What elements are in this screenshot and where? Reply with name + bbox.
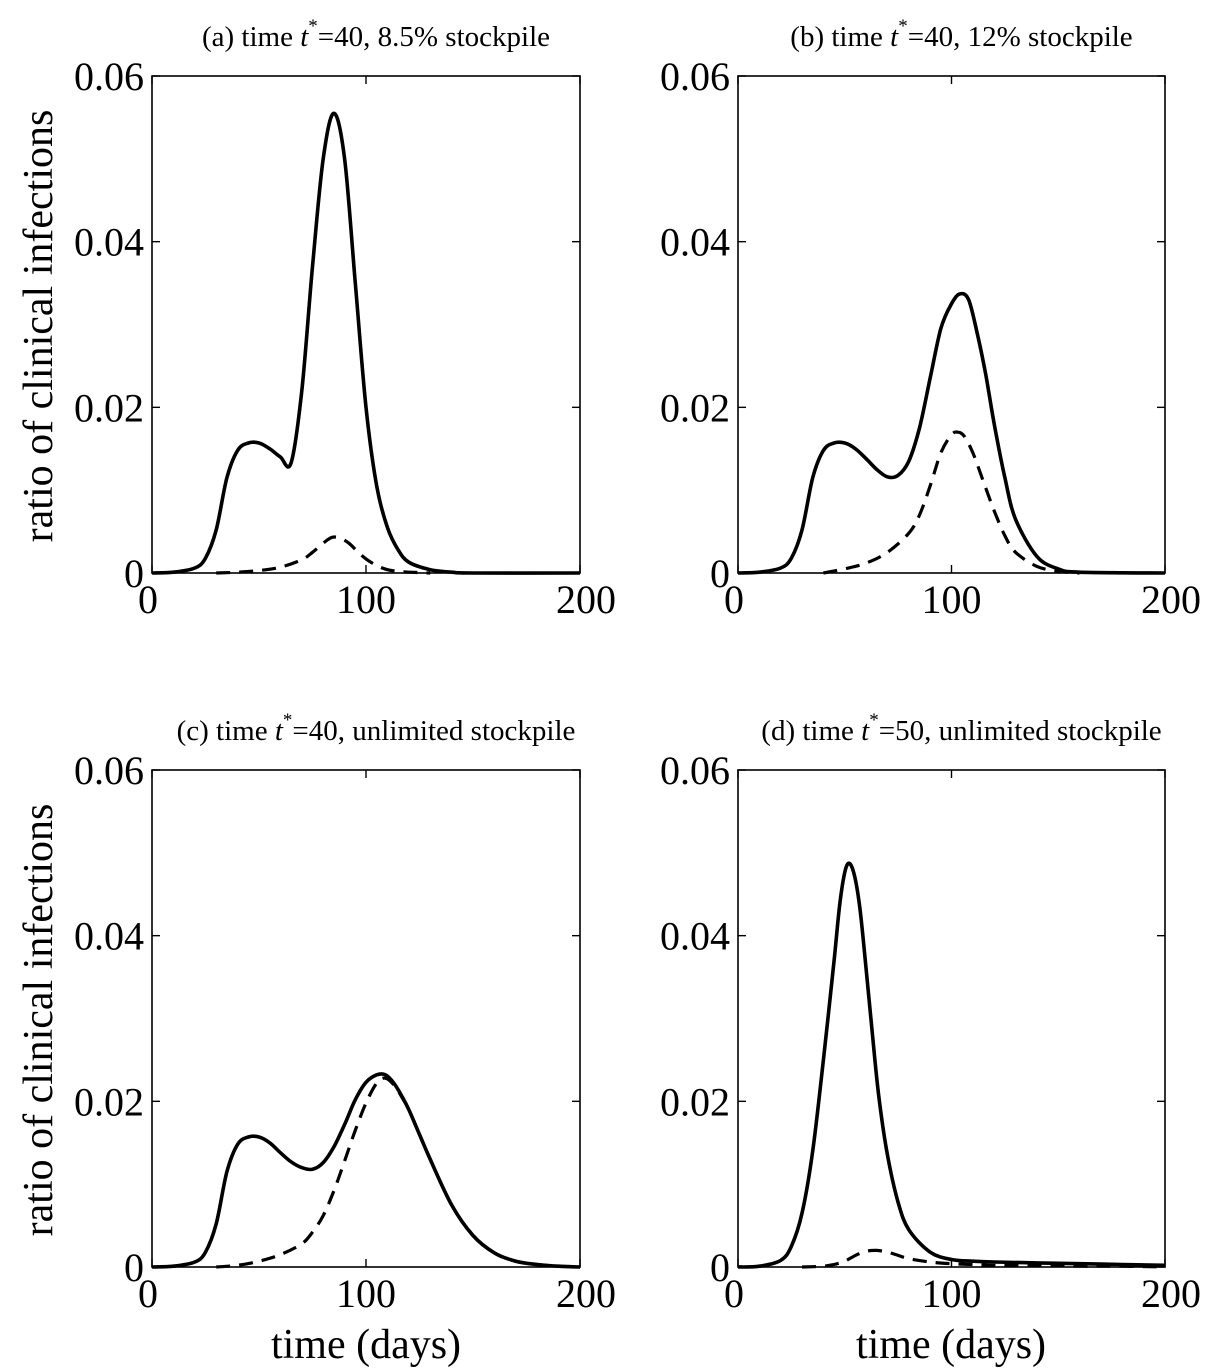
y-tick-label: 0 bbox=[710, 1245, 730, 1290]
panel-title-suffix: =40, 8.5% stockpile bbox=[318, 21, 550, 53]
series-line-dashed-c bbox=[216, 1076, 581, 1269]
x-tick-label: 0 bbox=[138, 577, 158, 622]
panel-title-d: (d) time t*=50, unlimited stockpile bbox=[761, 710, 1161, 747]
panel-b: 0 100 200 0 0.02 0.04 0.06 (b) time t*=40, 12% … bbox=[660, 16, 1201, 622]
panel-d: 0 100 200 0 0.02 0.04 0.06 (d) time t*=50, unli… bbox=[660, 710, 1201, 1316]
y-tick-label: 0 bbox=[124, 1245, 144, 1290]
panel-title-suffix: =40, 12% stockpile bbox=[908, 21, 1133, 53]
axes-frame-d bbox=[737, 769, 1166, 1268]
panel-title-prefix: (c) time bbox=[177, 715, 275, 747]
panel-title-b: (b) time t*=40, 12% stockpile bbox=[790, 16, 1132, 53]
series-line-dashed-b bbox=[823, 430, 1080, 575]
axes-frame-a bbox=[151, 75, 581, 574]
y-tick-label: 0.06 bbox=[660, 748, 730, 793]
axes-frame-b bbox=[737, 75, 1166, 574]
y-tick-label: 0.06 bbox=[74, 54, 144, 99]
x-tick-label: 100 bbox=[336, 577, 396, 622]
series-line-solid-d bbox=[737, 861, 1166, 1269]
x-tick-label: 0 bbox=[724, 1271, 744, 1316]
y-tick-label: 0.02 bbox=[660, 385, 730, 430]
panel-c: 0 100 200 0 0.02 0.04 0.06 (c) time t*=40, unli… bbox=[74, 710, 616, 1316]
series-line-dashed-a bbox=[216, 535, 431, 575]
y-tick-label: 0.02 bbox=[660, 1079, 730, 1124]
x-tick-label: 0 bbox=[724, 577, 744, 622]
panel-title-prefix: (a) time bbox=[202, 21, 300, 53]
panel-title-sup: * bbox=[283, 710, 293, 731]
series-line-solid-b bbox=[737, 291, 1166, 575]
y-tick-label: 0 bbox=[124, 551, 144, 596]
y-tick-label: 0.06 bbox=[74, 748, 144, 793]
x-tick-label: 200 bbox=[556, 1271, 616, 1316]
x-tick-label: 100 bbox=[922, 1271, 982, 1316]
x-axis-label-left: time (days) bbox=[271, 1322, 461, 1368]
panel-title-suffix: =40, unlimited stockpile bbox=[292, 715, 575, 747]
panel-a: 0 100 200 0 0.02 0.04 0.06 (a) time t*=40, 8.5%… bbox=[74, 16, 616, 622]
panel-title-var: t bbox=[300, 21, 309, 53]
panel-title-suffix: =50, unlimited stockpile bbox=[879, 715, 1162, 747]
y-tick-label: 0.06 bbox=[660, 54, 730, 99]
x-tick-label: 200 bbox=[556, 577, 616, 622]
x-tick-label: 100 bbox=[336, 1271, 396, 1316]
y-tick-label: 0.02 bbox=[74, 1079, 144, 1124]
panel-title-sup: * bbox=[308, 16, 318, 37]
y-tick-label: 0.02 bbox=[74, 385, 144, 430]
panel-title-c: (c) time t*=40, unlimited stockpile bbox=[177, 710, 576, 747]
x-tick-label: 100 bbox=[922, 577, 982, 622]
y-tick-label: 0 bbox=[710, 551, 730, 596]
y-axis-label-bottom: ratio of clinical infections bbox=[16, 804, 62, 1237]
panel-title-var: t bbox=[890, 21, 899, 53]
x-tick-label: 0 bbox=[138, 1271, 158, 1316]
x-tick-label: 200 bbox=[1141, 577, 1201, 622]
axes-frame-c bbox=[151, 769, 581, 1268]
series-line-solid-c bbox=[151, 1072, 581, 1269]
y-tick-label: 0.04 bbox=[660, 220, 730, 265]
panel-title-sup: * bbox=[869, 710, 879, 731]
series-line-solid-a bbox=[151, 111, 581, 575]
panel-title-prefix: (d) time bbox=[761, 715, 861, 747]
y-tick-label: 0.04 bbox=[74, 914, 144, 959]
panel-title-var: t bbox=[275, 715, 284, 747]
x-axis-label-right: time (days) bbox=[856, 1322, 1046, 1368]
panel-title-prefix: (b) time bbox=[790, 21, 890, 53]
panel-title-var: t bbox=[861, 715, 870, 747]
panel-title-sup: * bbox=[898, 16, 908, 37]
y-axis-label-top: ratio of clinical infections bbox=[16, 110, 62, 543]
x-tick-label: 200 bbox=[1141, 1271, 1201, 1316]
panel-title-a: (a) time t*=40, 8.5% stockpile bbox=[202, 16, 550, 53]
series-line-dashed-d bbox=[801, 1248, 1166, 1269]
y-tick-label: 0.04 bbox=[660, 914, 730, 959]
y-tick-label: 0.04 bbox=[74, 220, 144, 265]
